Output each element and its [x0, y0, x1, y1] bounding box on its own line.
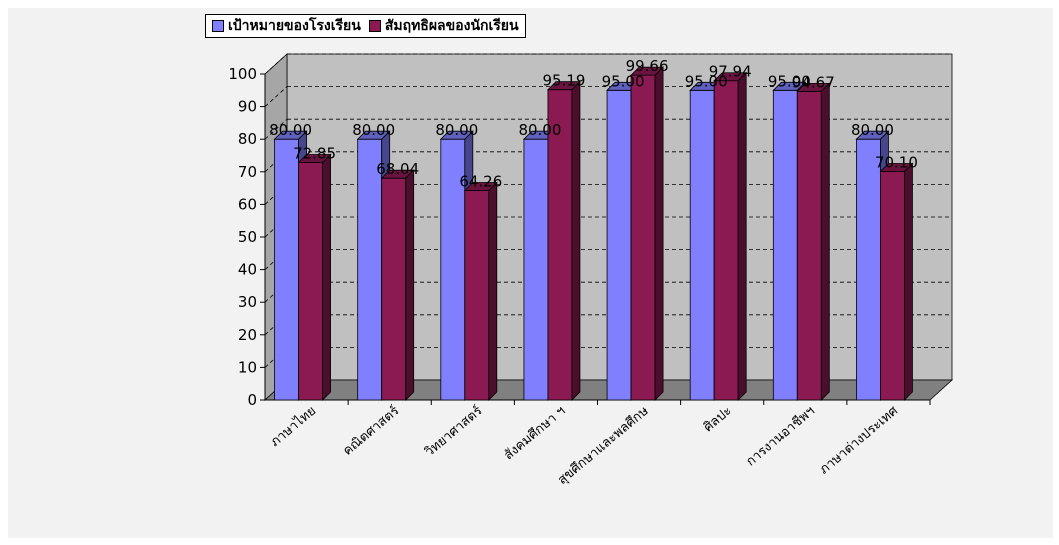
- bar-side: [322, 153, 331, 401]
- bar-front: [856, 138, 881, 401]
- bar-front: [880, 171, 905, 401]
- x-tick-label: ภาษาต่างประเทศ: [817, 403, 902, 478]
- x-tick-label: วิทยาศาสตร์: [421, 403, 485, 461]
- bar-side: [904, 162, 913, 401]
- data-label: 64.26: [459, 173, 502, 191]
- data-label: 80.00: [352, 121, 395, 139]
- bar-front: [274, 138, 299, 401]
- y-tick-label: 10: [238, 358, 257, 376]
- y-tick-label: 70: [238, 163, 257, 181]
- data-label: 95.00: [768, 72, 811, 90]
- data-label: 95.00: [602, 72, 645, 90]
- bar-front: [796, 90, 822, 401]
- data-label: 95.00: [685, 72, 728, 90]
- y-tick-label: 30: [238, 293, 257, 311]
- legend-swatch-target: [212, 20, 224, 32]
- y-tick-label: 80: [238, 130, 257, 148]
- bar-front: [464, 190, 490, 401]
- bar-side: [737, 71, 747, 401]
- bar-side: [654, 66, 664, 401]
- gridline-side: [264, 118, 288, 140]
- gridline-side: [264, 86, 288, 107]
- bar-front: [630, 74, 656, 401]
- y-tick-label: 0: [247, 391, 257, 409]
- data-label: 80.00: [269, 121, 312, 139]
- legend-label-target: เป้าหมายของโรงเรียน: [228, 18, 361, 34]
- y-tick-label: 90: [238, 98, 257, 116]
- bar-front: [547, 89, 573, 401]
- bar-front: [523, 138, 549, 401]
- y-tick-label: 50: [238, 228, 257, 246]
- data-label: 80.00: [851, 121, 894, 139]
- legend-item-target: เป้าหมายของโรงเรียน: [212, 15, 361, 37]
- gridline-side: [264, 53, 288, 75]
- legend-item-achievement: สัมฤทธิผลของนักเรียน: [368, 15, 519, 37]
- x-tick-label: การงานอาชีพฯ: [743, 403, 818, 470]
- bar-front: [772, 89, 798, 401]
- data-label: 68.04: [376, 160, 419, 178]
- x-tick-label: คณิตศาสตร์: [340, 403, 402, 459]
- y-tick-label: 100: [228, 65, 257, 83]
- legend-swatch-achievement: [368, 20, 381, 32]
- bar-side: [405, 169, 415, 401]
- y-tick-label: 40: [238, 261, 257, 279]
- bar-front: [689, 89, 715, 401]
- data-label: 95.19: [542, 72, 585, 90]
- data-label: 99.66: [626, 57, 669, 75]
- data-label: 70.10: [875, 153, 918, 171]
- bar-side: [820, 82, 830, 401]
- bar-front: [713, 80, 739, 401]
- data-label: 80.00: [435, 121, 478, 139]
- bar-side: [488, 181, 498, 401]
- data-label: 94.67: [792, 73, 835, 91]
- legend-label-achievement: สัมฤทธิผลของนักเรียน: [384, 18, 519, 34]
- bar-front: [357, 138, 383, 401]
- bar-side: [571, 80, 581, 401]
- legend: เป้าหมายของโรงเรียน สัมฤทธิผลของนักเรียน: [205, 14, 526, 38]
- x-tick-label: สุขศึกษาและพลศึกษ: [555, 403, 652, 488]
- x-tick-label: สังคมศึกษา ฯ: [501, 404, 568, 464]
- data-label: 80.00: [518, 121, 561, 139]
- y-tick-label: 60: [238, 195, 257, 213]
- x-tick-label: ศิลปะ: [701, 404, 735, 436]
- x-tick-label: ภาษาไทย: [267, 403, 319, 450]
- data-label: 72.85: [293, 145, 336, 163]
- bar-front: [381, 177, 407, 401]
- data-label: 97.94: [709, 63, 752, 81]
- y-tick-label: 20: [238, 326, 257, 344]
- bar-front: [606, 89, 632, 401]
- bar-front: [298, 162, 323, 401]
